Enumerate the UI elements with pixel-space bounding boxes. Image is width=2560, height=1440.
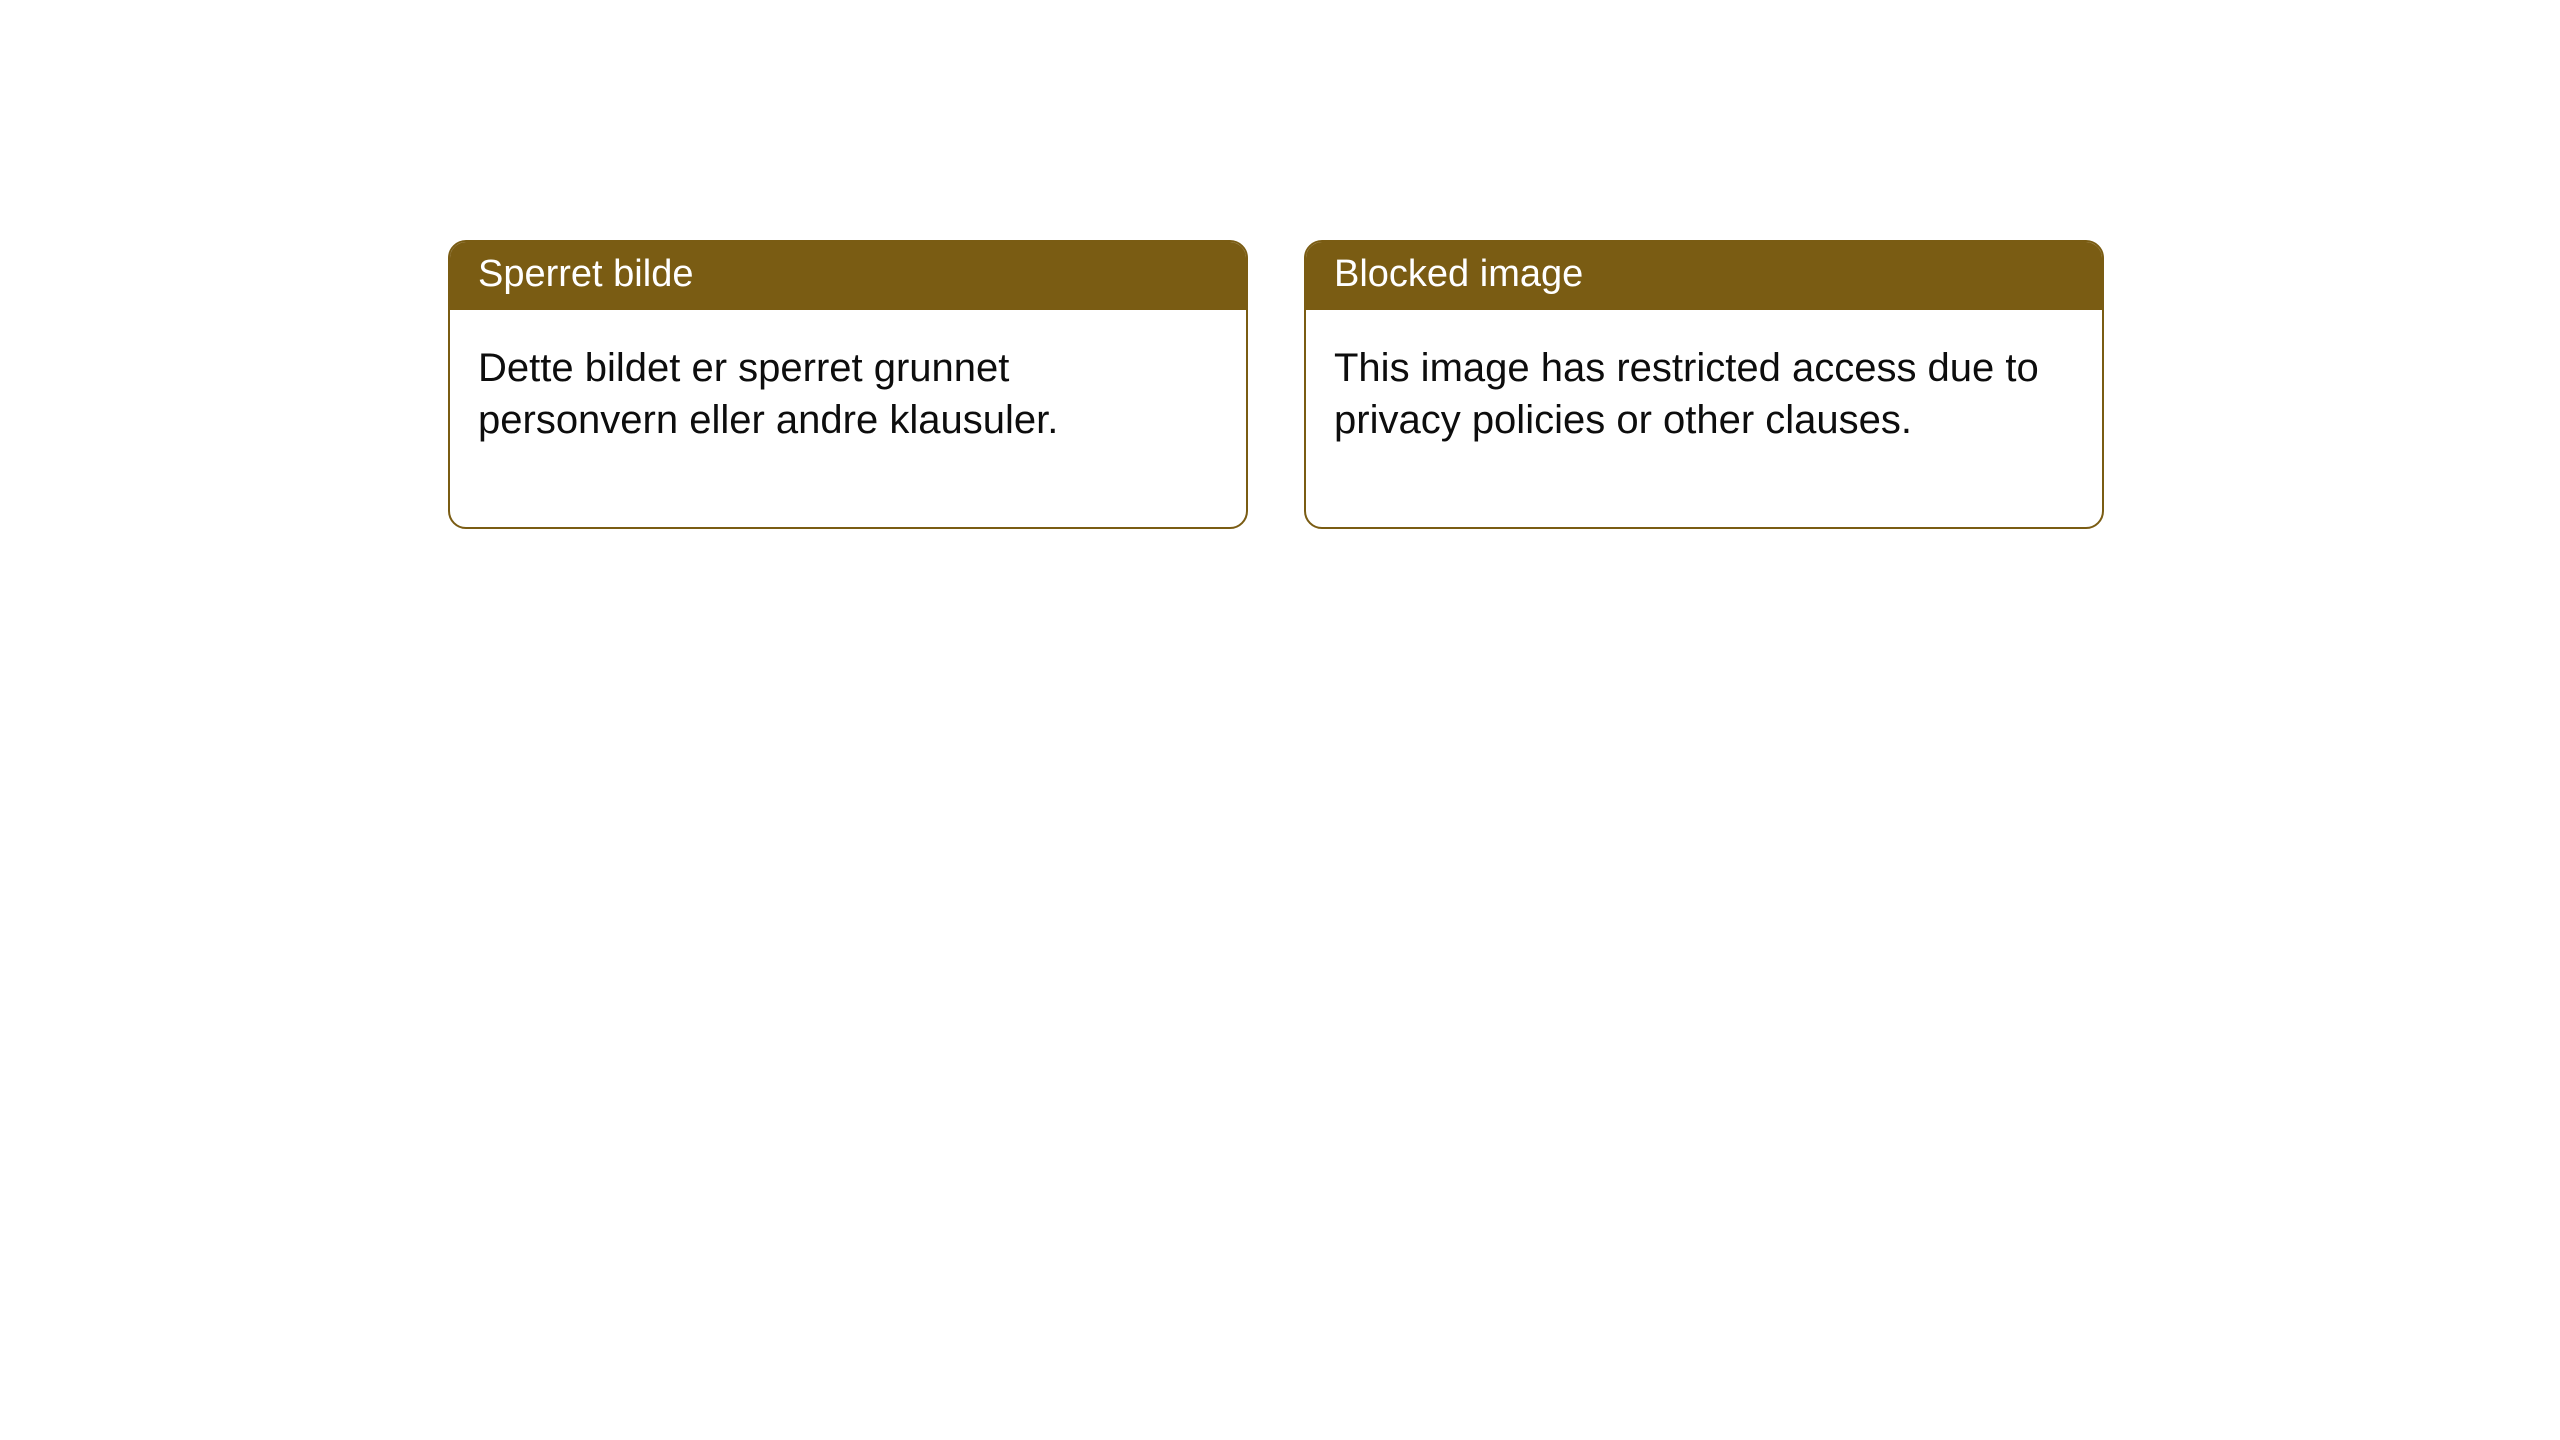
notice-message-english: This image has restricted access due to …	[1306, 310, 2102, 528]
notice-title-norwegian: Sperret bilde	[450, 242, 1246, 310]
notice-card-english: Blocked image This image has restricted …	[1304, 240, 2104, 529]
notice-message-norwegian: Dette bildet er sperret grunnet personve…	[450, 310, 1246, 528]
notice-container: Sperret bilde Dette bildet er sperret gr…	[0, 0, 2560, 529]
notice-title-english: Blocked image	[1306, 242, 2102, 310]
notice-card-norwegian: Sperret bilde Dette bildet er sperret gr…	[448, 240, 1248, 529]
